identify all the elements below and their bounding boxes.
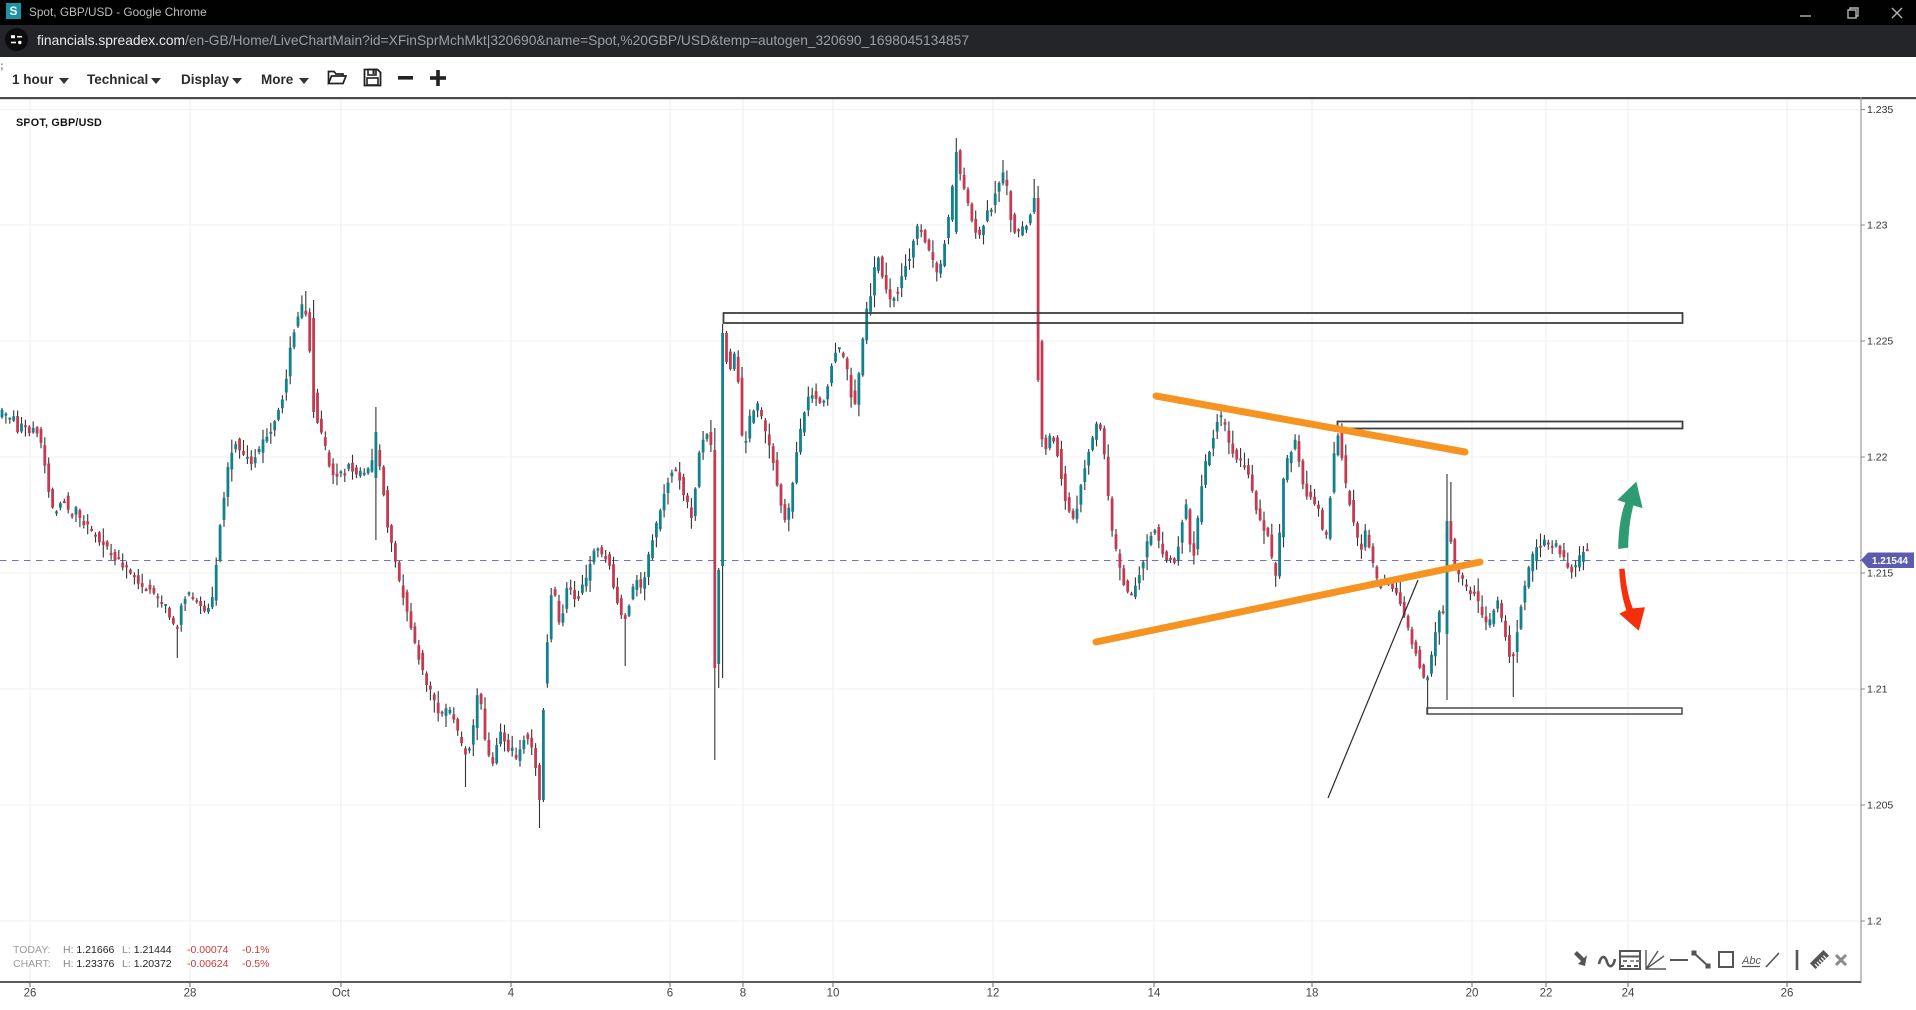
svg-text:4: 4 <box>508 988 515 1000</box>
svg-text:Oct: Oct <box>332 988 351 1000</box>
svg-text:1.23: 1.23 <box>1867 220 1888 232</box>
svg-text:12: 12 <box>987 988 1000 1000</box>
svg-text:28: 28 <box>184 988 197 1000</box>
svg-text:14: 14 <box>1148 988 1161 1000</box>
svg-text:Abc: Abc <box>1741 955 1761 967</box>
svg-text:26: 26 <box>24 988 37 1000</box>
svg-text:20: 20 <box>1466 988 1479 1000</box>
svg-text:TODAY:: TODAY: <box>13 944 51 956</box>
svg-text:L: 1.21444: L: 1.21444 <box>122 944 172 956</box>
svg-text:18: 18 <box>1306 988 1319 1000</box>
svg-text:1.21544: 1.21544 <box>1872 556 1909 567</box>
svg-text:6: 6 <box>667 988 673 1000</box>
svg-text:CHART:: CHART: <box>13 958 51 970</box>
svg-text:-0.1%: -0.1% <box>242 944 269 956</box>
svg-text:1.22: 1.22 <box>1867 452 1888 464</box>
svg-text:24: 24 <box>1622 988 1635 1000</box>
svg-text:H: 1.23376: H: 1.23376 <box>63 958 115 970</box>
svg-text:-0.00074: -0.00074 <box>187 944 229 956</box>
svg-text:1.215: 1.215 <box>1867 568 1893 580</box>
svg-text:8: 8 <box>740 988 746 1000</box>
svg-text:1.235: 1.235 <box>1867 104 1893 116</box>
svg-text:-0.00624: -0.00624 <box>187 958 229 970</box>
svg-text:1.21: 1.21 <box>1867 684 1888 696</box>
svg-text:26: 26 <box>1781 988 1794 1000</box>
svg-text:L: 1.20372: L: 1.20372 <box>122 958 172 970</box>
svg-text:H: 1.21666: H: 1.21666 <box>63 944 115 956</box>
svg-text:22: 22 <box>1540 988 1553 1000</box>
svg-text:1.205: 1.205 <box>1867 800 1893 812</box>
svg-text:1.2: 1.2 <box>1867 916 1882 928</box>
svg-text:-0.5%: -0.5% <box>242 958 269 970</box>
svg-text:1.225: 1.225 <box>1867 336 1893 348</box>
svg-text:10: 10 <box>827 988 840 1000</box>
